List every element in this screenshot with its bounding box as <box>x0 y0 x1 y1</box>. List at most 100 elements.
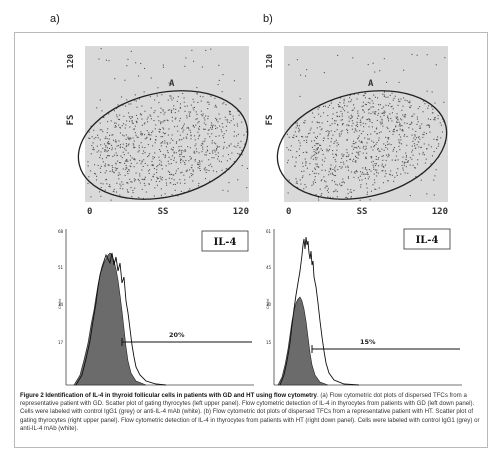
event-dot <box>233 135 235 137</box>
event-dot <box>212 124 214 126</box>
event-dot <box>186 115 188 117</box>
event-dot <box>96 107 98 109</box>
event-dot <box>316 153 318 155</box>
event-dot <box>192 169 194 171</box>
event-dot <box>195 118 197 120</box>
event-dot <box>360 171 362 173</box>
event-dot <box>385 159 387 161</box>
event-dot <box>349 159 351 161</box>
event-dot <box>409 107 411 109</box>
event-dot <box>141 188 143 190</box>
event-dot <box>179 155 181 157</box>
event-dot <box>201 143 203 145</box>
event-dot <box>158 131 160 133</box>
event-dot <box>329 124 331 126</box>
event-dot <box>121 181 123 183</box>
event-dot <box>162 132 164 134</box>
event-dot <box>161 176 163 178</box>
event-dot <box>160 142 162 144</box>
event-dot <box>202 96 204 98</box>
event-dot <box>420 146 422 148</box>
event-dot <box>431 112 433 114</box>
event-dot <box>381 155 383 157</box>
event-dot <box>370 113 372 115</box>
event-dot <box>357 93 359 95</box>
event-dot <box>128 169 130 171</box>
event-dot <box>296 182 298 184</box>
event-dot <box>114 126 116 128</box>
event-dot <box>183 156 185 158</box>
event-dot <box>411 115 413 117</box>
event-dot <box>182 160 184 162</box>
event-dot <box>221 123 223 125</box>
event-dot <box>179 107 181 109</box>
event-dot <box>314 167 316 169</box>
event-dot <box>130 50 132 52</box>
event-dot <box>400 136 402 138</box>
event-dot <box>302 175 304 177</box>
event-dot <box>342 155 344 157</box>
event-dot <box>205 151 207 153</box>
event-dot <box>342 181 344 183</box>
event-dot <box>364 149 366 151</box>
event-dot <box>370 170 372 172</box>
event-dot <box>444 57 446 59</box>
event-dot <box>354 172 356 174</box>
event-dot <box>169 95 171 97</box>
event-dot <box>179 120 181 122</box>
event-dot <box>343 154 345 156</box>
event-dot <box>208 164 210 166</box>
event-dot <box>404 99 406 101</box>
event-dot <box>122 134 124 136</box>
event-dot <box>132 189 134 191</box>
event-dot <box>369 120 371 122</box>
gate-label: A <box>169 79 175 89</box>
event-dot <box>194 135 196 137</box>
event-dot <box>196 113 198 115</box>
event-dot <box>148 134 150 136</box>
event-dot <box>96 179 98 181</box>
event-dot <box>96 175 98 177</box>
event-dot <box>336 149 338 151</box>
event-dot <box>409 100 411 102</box>
event-dot <box>430 146 432 148</box>
event-dot <box>436 138 438 140</box>
event-dot <box>412 140 414 142</box>
event-dot <box>411 158 413 160</box>
event-dot <box>135 179 137 181</box>
event-dot <box>335 153 337 155</box>
event-dot <box>220 161 222 163</box>
event-dot <box>213 157 215 159</box>
event-dot <box>426 124 428 126</box>
event-dot <box>184 182 186 184</box>
event-dot <box>164 142 166 144</box>
event-dot <box>160 188 162 190</box>
event-dot <box>140 142 142 144</box>
event-dot <box>327 191 329 193</box>
event-dot <box>329 196 331 198</box>
event-dot <box>130 166 132 168</box>
event-dot <box>228 182 230 184</box>
event-dot <box>305 164 307 166</box>
event-dot <box>204 128 206 130</box>
event-dot <box>311 146 313 148</box>
event-dot <box>146 136 148 138</box>
event-dot <box>413 113 415 115</box>
event-dot <box>228 144 230 146</box>
event-dot <box>313 149 315 151</box>
event-dot <box>326 150 328 152</box>
event-dot <box>181 149 183 151</box>
event-dot <box>324 169 326 171</box>
event-dot <box>369 108 371 110</box>
event-dot <box>156 169 158 171</box>
event-dot <box>379 70 381 72</box>
event-dot <box>121 157 123 159</box>
event-dot <box>318 106 320 108</box>
event-dot <box>190 134 192 136</box>
event-dot <box>202 113 204 115</box>
x-tick-zero: 0 <box>286 207 291 217</box>
event-dot <box>371 122 373 124</box>
event-dot <box>193 106 195 108</box>
event-dot <box>183 137 185 139</box>
event-dot <box>127 144 129 146</box>
